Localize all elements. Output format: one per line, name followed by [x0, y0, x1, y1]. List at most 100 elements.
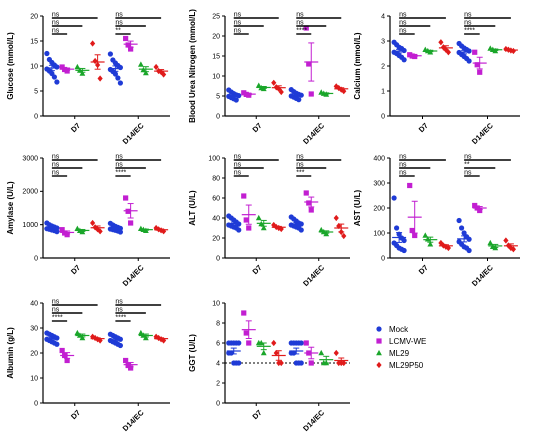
data-point [503, 237, 509, 244]
significance-label: ns [52, 12, 60, 19]
data-point [161, 71, 167, 78]
data-point [90, 219, 96, 227]
data-point [487, 239, 494, 246]
x-tick-label: D7 [69, 121, 82, 134]
significance-label: ns [52, 28, 60, 35]
data-point [278, 359, 284, 367]
data-point [44, 50, 50, 57]
y-tick-label: 20 [30, 13, 38, 20]
data-point [510, 246, 516, 253]
significance-label: ns [234, 28, 242, 35]
y-tick-label: 5 [216, 93, 220, 100]
y-axis-label: Glucose (mmol/L) [6, 32, 15, 100]
data-point [438, 39, 444, 46]
y-axis-label: Albumin (g/L) [6, 327, 15, 379]
data-point [333, 349, 339, 357]
data-point [246, 225, 252, 231]
y-tick-label: 0 [216, 400, 220, 407]
significance-label: **** [115, 170, 126, 177]
data-point [341, 232, 347, 240]
y-tick-label: 100 [373, 230, 385, 237]
y-tick-label: 0 [381, 255, 385, 262]
data-point [123, 357, 129, 364]
data-point [236, 227, 242, 233]
y-tick-label: 10 [212, 300, 220, 307]
data-point [466, 48, 472, 54]
y-tick-label: 20 [30, 350, 38, 357]
y-tick-label: 2 [381, 63, 385, 70]
data-point [306, 200, 312, 206]
data-point [137, 329, 144, 336]
data-point [472, 49, 478, 55]
x-tick-label: D7 [251, 121, 264, 134]
data-point [117, 64, 123, 71]
data-point [246, 340, 252, 346]
data-point [54, 79, 60, 85]
data-point [79, 70, 86, 76]
significance-label: ns [115, 154, 123, 161]
data-point [427, 241, 434, 247]
y-tick-label: 60 [212, 195, 220, 202]
x-tick-label: D14/EC [121, 263, 146, 288]
significance-label: ns [464, 154, 472, 161]
significance-label: ns [52, 299, 60, 306]
data-point [407, 182, 413, 189]
significance-label: ns [115, 162, 123, 169]
y-tick-label: 1000 [22, 222, 38, 229]
legend-label: ML29P50 [389, 361, 424, 370]
legend-marker [376, 326, 382, 332]
y-tick-label: 100 [208, 155, 220, 162]
data-point [306, 61, 312, 67]
data-point [125, 42, 131, 48]
significance-label: **** [464, 28, 475, 35]
x-tick-label: D14/EC [301, 408, 326, 432]
data-point [255, 82, 262, 88]
data-point [123, 35, 129, 42]
data-point [255, 214, 262, 221]
data-point [477, 207, 483, 214]
data-point [401, 47, 407, 54]
data-point [142, 69, 149, 76]
data-point [241, 193, 247, 199]
y-tick-label: 15 [212, 53, 220, 60]
significance-label: **** [52, 315, 63, 322]
data-point [461, 230, 467, 236]
legend: Mock LCMV-WE ML29 ML29P50 [376, 325, 426, 370]
x-tick-label: D14/EC [121, 121, 146, 146]
data-point [391, 195, 397, 201]
y-tick-label: 1 [381, 88, 385, 95]
significance-label: ns [115, 299, 123, 306]
data-point [401, 247, 407, 254]
data-point [308, 207, 314, 213]
data-point [333, 214, 339, 222]
y-tick-label: 3 [381, 38, 385, 45]
data-point [296, 97, 302, 103]
significance-label: ns [234, 162, 242, 169]
y-tick-label: 400 [373, 155, 385, 162]
x-tick-label: D14/EC [470, 121, 495, 146]
x-tick-label: D7 [69, 263, 82, 276]
data-point [59, 227, 65, 233]
y-tick-label: 20 [212, 235, 220, 242]
data-point [459, 225, 465, 231]
data-point [79, 334, 86, 341]
legend-label: Mock [389, 325, 409, 334]
y-tick-label: 3000 [22, 155, 38, 162]
data-point [466, 58, 472, 64]
data-point [128, 365, 134, 371]
y-axis-label: Amylase (U/L) [6, 181, 15, 235]
y-tick-label: 30 [30, 325, 38, 332]
significance-label: ns [115, 12, 123, 19]
significance-label: ns [399, 20, 407, 27]
data-point [64, 232, 70, 238]
data-point [236, 360, 242, 366]
data-point [456, 217, 462, 224]
y-tick-label: 5 [34, 88, 38, 95]
data-point [278, 88, 284, 96]
data-point [117, 342, 123, 349]
